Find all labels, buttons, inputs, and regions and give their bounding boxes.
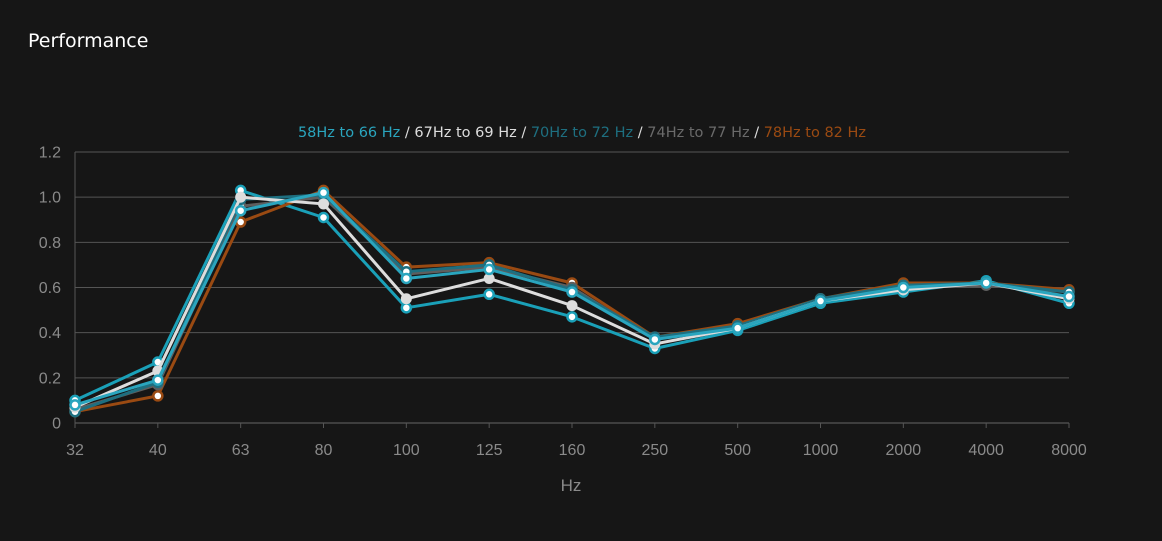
x-tick-label: 4000 xyxy=(968,442,1004,459)
series-lines xyxy=(69,184,1075,418)
legend-entry[interactable]: 67Hz to 69 Hz xyxy=(414,125,516,141)
data-point xyxy=(980,277,992,289)
y-tick-label: 0.4 xyxy=(39,325,61,342)
data-point xyxy=(318,198,329,210)
data-point xyxy=(400,302,413,314)
data-point xyxy=(649,333,661,346)
x-tick-label: 32 xyxy=(66,442,84,459)
x-tick-label: 80 xyxy=(315,442,333,459)
x-tick-label: 8000 xyxy=(1051,442,1087,459)
x-tick-label: 2000 xyxy=(886,442,922,459)
legend-separator: / xyxy=(750,125,764,141)
legend: 58Hz to 66 Hz / 67Hz to 69 Hz / 70Hz to … xyxy=(298,125,866,141)
x-tick-label: 1000 xyxy=(803,442,839,459)
series-1 xyxy=(69,186,1075,411)
legend-entry[interactable]: 58Hz to 66 Hz xyxy=(298,125,400,141)
data-point xyxy=(566,311,578,323)
x-tick-label: 63 xyxy=(232,442,250,459)
data-point xyxy=(731,322,744,334)
data-point xyxy=(69,399,81,411)
legend-entry[interactable]: 70Hz to 72 Hz xyxy=(531,125,633,141)
y-tick-label: 0.8 xyxy=(39,235,61,252)
y-tick-label: 1.2 xyxy=(39,145,61,162)
data-point xyxy=(897,281,910,294)
data-point xyxy=(400,293,412,305)
data-point xyxy=(152,374,164,386)
x-tick-label: 160 xyxy=(559,442,586,459)
data-point xyxy=(317,186,330,199)
panel-title: Performance xyxy=(28,30,149,52)
x-tick-label: 100 xyxy=(393,442,420,459)
legend-entry[interactable]: 78Hz to 82 Hz xyxy=(764,125,866,141)
data-point xyxy=(814,295,827,307)
y-tick-label: 0 xyxy=(52,416,61,433)
legend-separator: / xyxy=(633,125,647,141)
data-point xyxy=(566,300,578,312)
x-tick-label: 500 xyxy=(724,442,751,459)
axes: 0 0.2 0.4 0.6 0.8 1.0 1.2 32 40 63 80 100 125 160 250 5… xyxy=(39,145,1087,460)
data-point xyxy=(152,390,164,402)
data-point xyxy=(483,288,495,301)
legend-separator: / xyxy=(400,125,414,141)
data-point xyxy=(483,263,495,276)
legend-separator: / xyxy=(517,125,531,141)
x-tick-label: 250 xyxy=(641,442,668,459)
series-2 xyxy=(69,191,1075,413)
data-point xyxy=(235,191,247,203)
y-tick-label: 1.0 xyxy=(39,190,61,207)
legend-entry[interactable]: 74Hz to 77 Hz xyxy=(647,125,749,141)
data-point xyxy=(1063,290,1075,303)
y-tick-label: 0.2 xyxy=(39,370,61,387)
x-axis-label: Hz xyxy=(561,476,582,495)
data-point xyxy=(566,286,578,298)
x-tick-label: 125 xyxy=(476,442,503,459)
data-point xyxy=(400,272,413,285)
data-point xyxy=(317,211,330,224)
x-tick-label: 40 xyxy=(149,442,167,459)
data-point xyxy=(234,204,247,217)
y-tick-label: 0.6 xyxy=(39,280,61,297)
